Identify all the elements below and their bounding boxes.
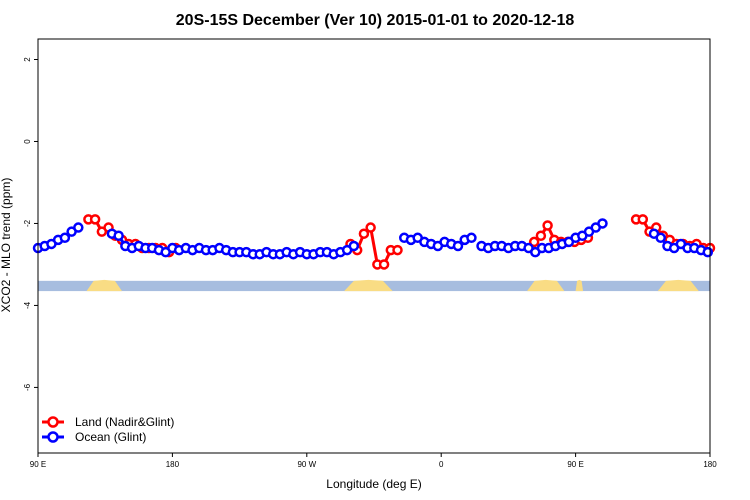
land-point [392,244,403,256]
land-point [378,259,390,270]
legend-land-label: Land (Nadir&Glint) [75,415,174,429]
ocean-point [452,240,464,252]
x-axis-label: Longitude (deg E) [326,477,421,491]
y-axis-label: XCO2 - MLO trend (ppm) [0,178,13,313]
x-tick-label: 0 [439,460,444,469]
y-tick-label: -2 [23,219,32,227]
chart-title: 20S-15S December (Ver 10) 2015-01-01 to … [176,12,575,29]
legend-ocean-marker [47,431,59,443]
legend: Land (Nadir&Glint) Ocean (Glint) [42,415,174,444]
x-axis: 90 E 180 90 W 0 90 E 180 [30,453,717,469]
ocean-point [655,232,666,244]
land-point [535,230,547,242]
ocean-point [113,230,124,242]
ocean-point [348,240,360,252]
ocean-point [59,232,71,244]
ocean-series [32,218,714,260]
land-point [528,236,540,248]
land-point [542,220,553,231]
land-point [358,228,370,239]
y-tick-label: 2 [23,57,32,62]
ocean-point [702,246,714,258]
land-point [89,214,101,225]
y-axis: 2 0 -2 -4 -6 [23,57,38,391]
ocean-point [73,222,84,233]
y-tick-label: -6 [23,383,32,391]
ocean-point [466,232,477,244]
x-tick-label: 90 E [567,460,583,469]
y-tick-label: 0 [23,139,32,144]
x-tick-label: 90 E [30,460,46,469]
land-band-segment [527,279,565,292]
y-tick-label: -4 [23,301,32,309]
legend-land-marker [47,416,59,428]
ocean-point [597,218,608,229]
surface-band [38,279,710,292]
land-point [637,214,649,225]
land-band-segment [575,279,584,292]
x-tick-label: 180 [703,460,717,469]
land-band-segment [86,279,122,292]
plot-frame [37,38,711,454]
series-layer [32,214,716,270]
x-tick-label: 90 W [297,460,316,469]
x-tick-label: 180 [166,460,180,469]
land-band-segment [344,279,393,292]
land-point [365,222,376,233]
legend-ocean-label: Ocean (Glint) [75,430,146,444]
land-band-segment [657,279,699,292]
